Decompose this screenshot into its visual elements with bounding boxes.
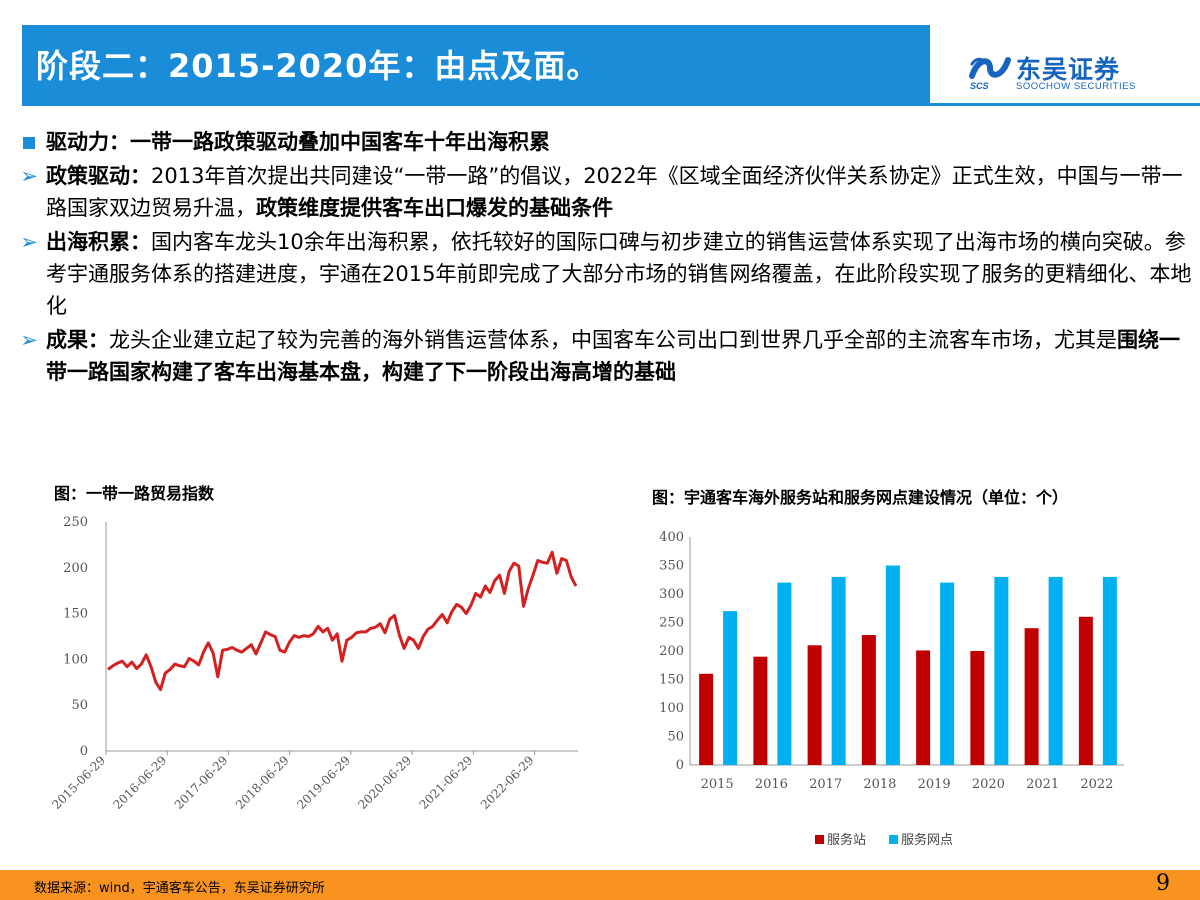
bullet-results-label: 成果： [46,328,109,352]
legend-label: 服务网点 [901,832,953,848]
bullet-accumulation-label: 出海积累： [46,230,151,254]
bullet-policy: ➢ 政策驱动：2013年首次提出共同建设“一带一路”的倡议，2022年《区域全面… [10,160,1200,224]
bar-chart-y-tick-label: 150 [659,673,684,688]
data-source: 数据来源：wind，宇通客车公告，东吴证券研究所 [34,881,325,896]
line-chart-x-tick-label: 2016-06-29 [111,753,170,812]
line-chart-x-tick-label: 2019-06-29 [294,753,353,812]
service-network-bar-chart: 0 50 100 150 200 250 300 350 400 2015 2016 2017 2018… [659,530,1124,848]
line-chart-x-tick-label: 2022-06-29 [478,753,537,812]
line-chart-x-tick-label: 2020-06-29 [355,753,414,812]
bar-chart-y-tick-label: 0 [676,758,684,773]
soochow-logo-icon [969,57,1011,79]
bullet-list: 驱动力：一带一路政策驱动叠加中国客车十年出海积累 ➢ 政策驱动：2013年首次提… [10,126,1200,390]
bullet-policy-label: 政策驱动： [46,164,151,188]
bar-chart-y-tick-label: 300 [659,587,684,602]
bullet-accumulation-text: 国内客车龙头10余年出海积累，依托较好的国际口碑与初步建立的销售运营体系实现了出… [46,230,1192,318]
bullet-accumulation: ➢ 出海积累：国内客车龙头10余年出海积累，依托较好的国际口碑与初步建立的销售运… [10,226,1200,322]
company-logo: 东吴证券 SCS SOOCHOW SECURITIES [968,48,1148,98]
line-chart-x-tick-label: 2015-06-29 [49,753,108,812]
bullet-results: ➢ 成果：龙头企业建立起了较为完善的海外销售运营体系，中国客车公司出口到世界几乎… [10,324,1200,388]
bar-chart-x-tick-label: 2019 [918,777,951,792]
bar-service-outlet [723,611,738,765]
bar-service-outlet [1102,576,1117,765]
legend-swatch [815,835,824,844]
arrow-bullet-icon: ➢ [20,164,38,188]
bar-service-outlet [831,576,846,765]
bar-chart-x-tick-label: 2020 [972,777,1005,792]
line-chart-y-tick-label: 0 [80,744,88,759]
bar-service-station [861,635,876,765]
trade-index-line-chart: 0 50 100 150 200 250 2015-06-29 2016-06-29 2017-… [49,515,578,812]
bar-service-outlet [994,576,1009,765]
square-bullet-icon [18,126,40,158]
bar-service-station [916,650,931,765]
line-chart-y-tick-label: 50 [71,698,88,713]
title-underline [22,103,1200,106]
line-chart-y-tick-label: 100 [63,652,88,667]
logo-english-name: SOOCHOW SECURITIES [1016,81,1136,92]
bar-chart-x-tick-label: 2021 [1026,777,1059,792]
arrow-bullet-icon: ➢ [20,328,38,352]
line-chart-title: 图：一带一路贸易指数 [54,484,215,503]
arrow-bullet-icon: ➢ [20,230,38,254]
bar-service-outlet [885,565,900,765]
bar-service-station [1078,616,1093,765]
bar-chart-x-tick-label: 2017 [809,777,842,792]
bullet-results-emphasis: 围绕一带一路国家构建了客车出海基本盘，构建了下一阶段出海高增的基础 [46,328,1180,384]
bar-chart-y-tick-label: 200 [659,644,684,659]
bar-service-station [807,645,822,765]
page-number: 9 [1156,871,1170,896]
bar-chart-y-tick-label: 250 [659,616,684,631]
bar-chart-y-tick-label: 350 [659,559,684,574]
page-title: 阶段二：2015-2020年：由点及面。 [36,47,600,85]
line-chart-y-tick-label: 250 [63,515,88,530]
bar-chart-y-tick-label: 50 [667,730,684,745]
bar-service-outlet [777,582,792,765]
bullet-results-text: 龙头企业建立起了较为完善的海外销售运营体系，中国客车公司出口到世界几乎全部的主流… [109,328,1117,352]
bullet-heading: 驱动力：一带一路政策驱动叠加中国客车十年出海积累 [10,126,1200,158]
footer-bar: 数据来源：wind，宇通客车公告，东吴证券研究所 9 [0,870,1200,900]
trade-index-series-line [107,550,578,692]
line-chart-x-tick-label: 2021-06-29 [417,753,476,812]
bar-chart-title: 图：宇通客车海外服务站和服务网点建设情况（单位：个） [652,488,1069,507]
bullet-policy-text: 2013年首次提出共同建设“一带一路”的倡议，2022年《区域全面经济伙伴关系协… [46,164,1183,220]
bar-chart-x-tick-label: 2015 [701,777,734,792]
bar-chart-x-tick-label: 2016 [755,777,788,792]
bullet-heading-text: 驱动力：一带一路政策驱动叠加中国客车十年出海积累 [46,130,550,154]
bar-chart-y-tick-label: 400 [659,530,684,545]
line-chart-x-tick-label: 2017-06-29 [172,753,231,812]
legend-label: 服务站 [827,832,866,848]
legend-swatch [889,835,898,844]
bar-chart-x-tick-label: 2018 [863,777,896,792]
bar-chart-y-tick-label: 100 [659,701,684,716]
line-chart-y-tick-label: 150 [63,607,88,622]
line-chart-x-tick-label: 2018-06-29 [233,753,292,812]
bar-service-outlet [940,582,955,765]
logo-abbreviation: SCS [970,81,989,91]
bar-service-outlet [1048,576,1063,765]
bar-service-station [753,656,768,765]
title-bar: 阶段二：2015-2020年：由点及面。 [22,25,930,103]
bar-service-station [699,673,714,765]
bar-service-station [1024,628,1039,765]
line-chart-y-tick-label: 200 [63,561,88,576]
bullet-policy-emphasis: 政策维度提供客车出口爆发的基础条件 [256,196,613,220]
bar-chart-x-tick-label: 2022 [1080,777,1113,792]
bar-service-station [970,651,985,765]
logo-chinese-name: 东吴证券 [1016,55,1121,84]
